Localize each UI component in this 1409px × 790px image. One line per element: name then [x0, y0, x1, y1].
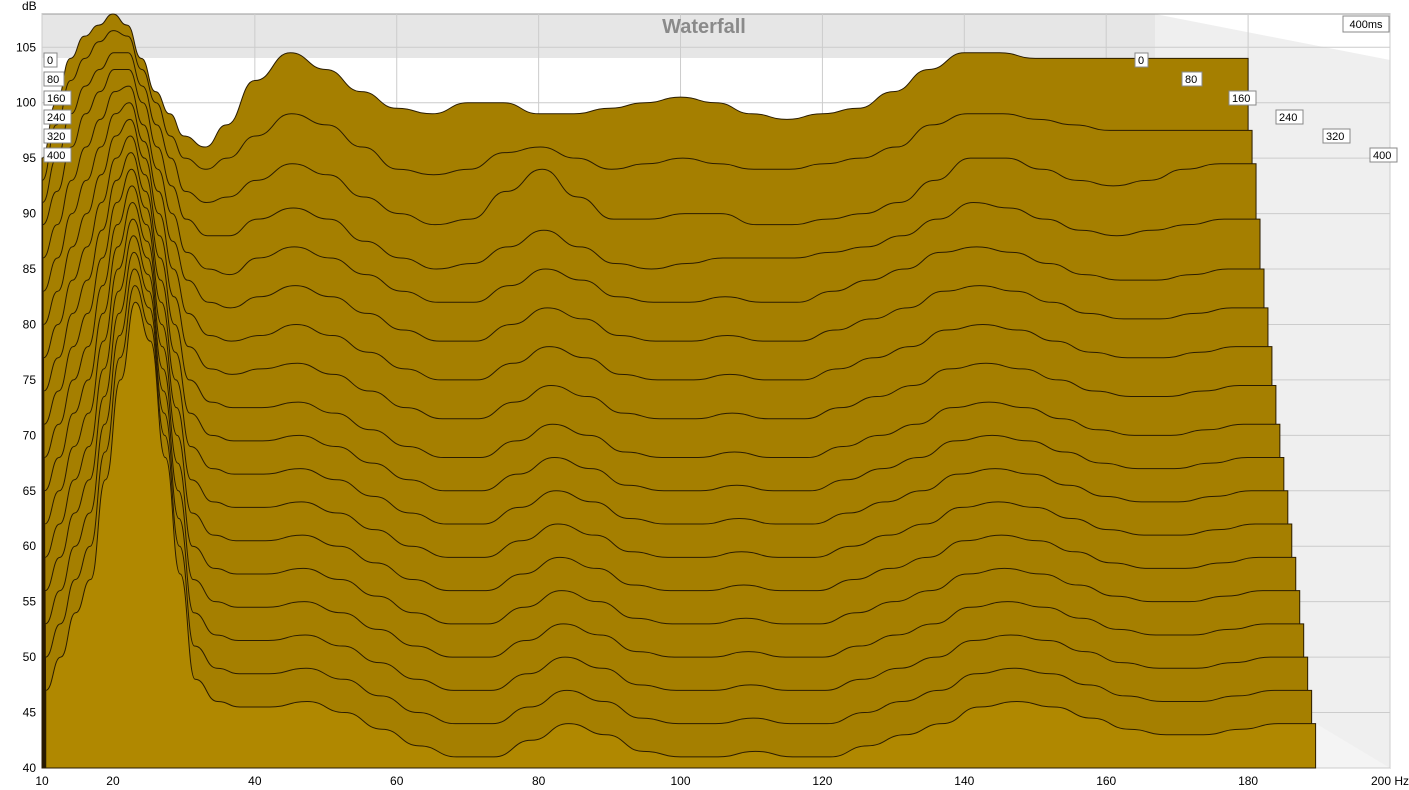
x-tick-label: 180	[1238, 774, 1258, 788]
time-tick-right: 320	[1322, 128, 1351, 144]
time-tick-right-label: 80	[1185, 74, 1197, 86]
x-tick-label: 160	[1096, 774, 1116, 788]
y-tick-label: 60	[23, 539, 37, 553]
waterfall-slice	[44, 268, 1309, 769]
waterfall-slice	[45, 301, 1317, 769]
x-tick-label: 120	[812, 774, 832, 788]
time-corner-text: 400ms	[1349, 19, 1383, 31]
x-tick-label: 80	[532, 774, 546, 788]
time-tick-left: 160	[43, 90, 72, 106]
time-tick-left: 80	[43, 71, 65, 87]
y-tick-label: 105	[16, 40, 36, 54]
time-tick-right-label: 160	[1232, 93, 1250, 105]
x-tick-label: 140	[954, 774, 974, 788]
back-wall	[42, 14, 1155, 58]
y-axis-label: dB	[22, 0, 37, 13]
time-tick-left: 400	[43, 147, 72, 163]
y-tick-label: 75	[23, 373, 37, 387]
x-tick-label: 40	[248, 774, 262, 788]
time-tick-left-label: 400	[47, 150, 65, 162]
time-tick-left: 320	[43, 128, 72, 144]
time-tick-right: 0	[1134, 52, 1149, 68]
time-tick-right: 400	[1369, 147, 1398, 163]
x-tick-label: 10	[35, 774, 49, 788]
y-tick-label: 80	[23, 317, 37, 331]
y-tick-label: 40	[23, 761, 37, 775]
time-tick-right-label: 400	[1373, 150, 1391, 162]
time-tick-right-label: 320	[1326, 131, 1344, 143]
time-tick-left-label: 240	[47, 112, 65, 124]
time-tick-left-label: 0	[47, 55, 53, 67]
chart-title: Waterfall	[662, 16, 746, 38]
y-tick-label: 90	[23, 207, 37, 221]
y-tick-label: 45	[23, 706, 37, 720]
time-tick-right: 80	[1181, 71, 1203, 87]
time-tick-right: 160	[1228, 90, 1257, 106]
y-tick-label: 70	[23, 428, 37, 442]
y-tick-label: 65	[23, 484, 37, 498]
x-tick-label: 200 Hz	[1371, 774, 1409, 788]
time-tick-left-label: 320	[47, 131, 65, 143]
y-tick-label: 85	[23, 262, 37, 276]
time-corner-label: 400ms	[1342, 15, 1390, 33]
time-tick-left: 0	[43, 52, 58, 68]
time-tick-left-label: 80	[47, 74, 59, 86]
x-tick-label: 60	[390, 774, 404, 788]
x-tick-label: 20	[106, 774, 120, 788]
time-tick-right: 240	[1275, 109, 1304, 125]
y-tick-label: 95	[23, 151, 37, 165]
y-tick-label: 100	[16, 96, 36, 110]
time-tick-right-label: 0	[1138, 55, 1144, 67]
time-tick-left-label: 160	[47, 93, 65, 105]
time-tick-right-label: 240	[1279, 112, 1297, 124]
time-tick-left: 240	[43, 109, 72, 125]
y-tick-label: 50	[23, 650, 37, 664]
y-tick-label: 55	[23, 595, 37, 609]
x-tick-label: 100	[671, 774, 691, 788]
waterfall-slices	[41, 13, 1317, 769]
